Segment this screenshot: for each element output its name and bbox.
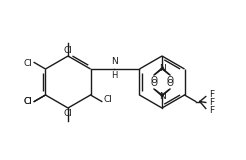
Text: F: F bbox=[209, 106, 214, 115]
Text: O: O bbox=[151, 79, 157, 88]
Text: Cl: Cl bbox=[23, 97, 32, 106]
Text: Cl: Cl bbox=[63, 46, 72, 55]
Text: O: O bbox=[167, 79, 173, 88]
Text: Cl: Cl bbox=[63, 109, 72, 118]
Text: O: O bbox=[151, 76, 157, 85]
Text: N: N bbox=[159, 64, 165, 72]
Text: Cl: Cl bbox=[23, 59, 32, 68]
Text: N: N bbox=[159, 92, 165, 100]
Text: N: N bbox=[111, 57, 117, 66]
Text: Cl: Cl bbox=[23, 97, 32, 106]
Text: Cl: Cl bbox=[104, 95, 113, 104]
Text: F: F bbox=[209, 98, 214, 107]
Text: O: O bbox=[167, 76, 173, 85]
Text: F: F bbox=[209, 90, 214, 99]
Text: H: H bbox=[111, 71, 117, 80]
